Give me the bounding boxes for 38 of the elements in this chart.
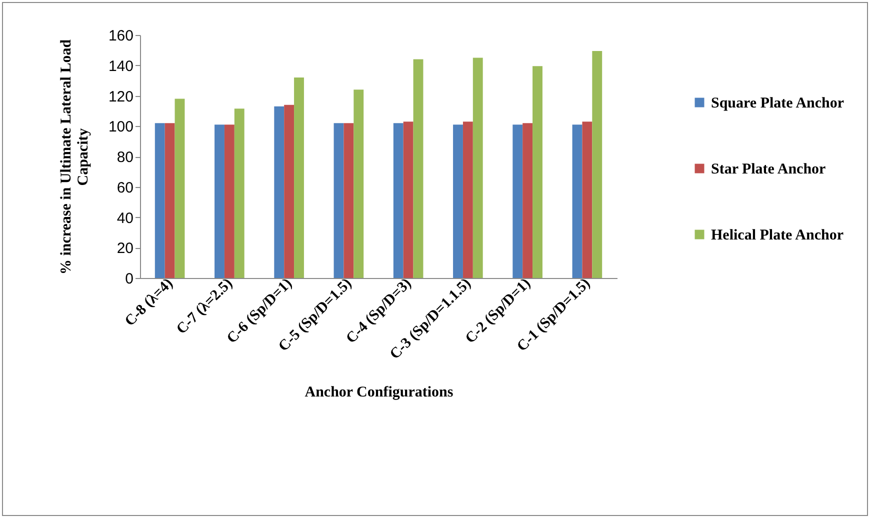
bar	[224, 124, 234, 278]
legend-label: Helical Plate Anchor	[711, 228, 844, 244]
bar	[462, 122, 473, 278]
bar	[453, 124, 463, 278]
y-tick-label: 40	[116, 210, 134, 227]
bar	[572, 124, 582, 278]
y-tick-label: 100	[108, 118, 134, 136]
y-tick-label: 120	[108, 88, 134, 106]
bar	[294, 78, 304, 278]
y-axis-title: % increase in Ultimate Lateral Load Capacity	[58, 38, 92, 275]
y-tick-label: 160	[108, 28, 134, 44]
bar	[234, 108, 244, 278]
bar	[154, 123, 165, 278]
bar	[472, 58, 483, 278]
bar	[403, 122, 414, 278]
bar	[393, 123, 404, 278]
bar	[354, 90, 364, 278]
bar	[512, 124, 523, 278]
y-tick-label: 20	[116, 240, 134, 258]
bar	[413, 59, 424, 278]
bar	[284, 104, 294, 278]
bar	[592, 50, 602, 278]
bar	[532, 66, 542, 278]
bar	[582, 122, 592, 278]
y-tick-label: 60	[116, 179, 134, 196]
bar	[334, 123, 344, 278]
y-tick-label: 140	[108, 58, 134, 75]
bar	[344, 123, 354, 278]
bar	[164, 123, 175, 278]
y-tick-label: 80	[116, 149, 134, 166]
bar	[522, 123, 533, 278]
bar	[214, 124, 224, 278]
bar	[274, 106, 284, 278]
legend-label: Star Plate Anchor	[711, 162, 826, 178]
y-tick-label: 0	[125, 270, 134, 288]
bar	[174, 98, 185, 278]
x-axis-title: Anchor Configurations	[304, 384, 454, 401]
legend-label: Square Plate Anchor	[711, 96, 844, 112]
